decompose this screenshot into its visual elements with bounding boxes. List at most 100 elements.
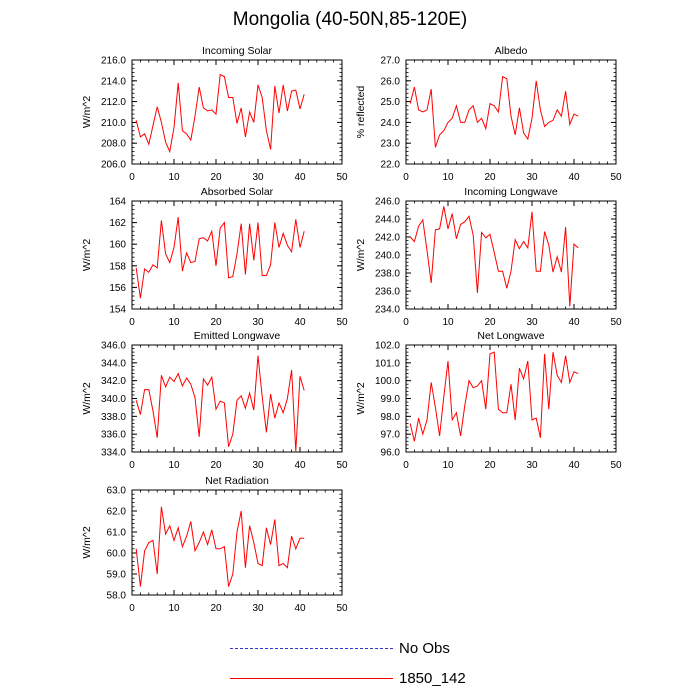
x-tick-label: 0 [129,603,135,614]
legend-swatch-1850-142 [230,678,393,679]
x-tick-label: 40 [294,172,306,183]
panel-incoming-longwave: 0 10 20 30 40 50 234.0 236.0 238.0 240.0 242.0 244.… [355,186,622,328]
y-tick-label: 156 [109,283,126,294]
y-tick-label: 58.0 [107,591,127,602]
panel-frame [405,59,617,165]
y-tick-label: 100.0 [375,376,400,387]
x-tick-label: 10 [168,603,180,614]
panel-title: Incoming Solar [202,45,273,57]
y-tick-label: 246.0 [375,197,400,208]
y-axis-label: W/m^2 [81,382,93,415]
series-line-1850-142 [135,506,305,587]
y-tick-label: 214.0 [101,76,126,87]
y-tick-label: 22.0 [381,160,401,171]
x-tick-label: 20 [484,460,496,471]
x-tick-label: 50 [610,317,622,328]
x-tick-label: 40 [568,460,580,471]
y-axis-label: W/m^2 [81,96,93,129]
y-tick-label: 238.0 [375,269,400,280]
x-tick-label: 40 [568,317,580,328]
y-tick-label: 236.0 [375,287,400,298]
y-tick-label: 344.0 [101,358,126,369]
y-axis-label: W/m^2 [355,382,367,415]
x-tick-label: 30 [252,460,264,471]
y-tick-label: 234.0 [375,305,400,316]
panel-title: Incoming Longwave [464,186,558,198]
panel-title: Absorbed Solar [201,186,274,198]
y-tick-label: 210.0 [101,118,126,129]
x-tick-label: 50 [610,172,622,183]
x-tick-label: 30 [526,460,538,471]
y-tick-label: 336.0 [101,430,126,441]
x-tick-label: 30 [526,317,538,328]
x-tick-label: 30 [252,603,264,614]
y-axis-label: W/m^2 [355,239,367,272]
x-tick-label: 10 [168,172,180,183]
panel-emitted-longwave: 0 10 20 30 40 50 334.0 336.0 338.0 340.0 342.0 344.… [81,330,348,471]
x-tick-label: 40 [568,172,580,183]
y-tick-label: 164 [109,197,126,208]
x-tick-label: 0 [403,317,409,328]
y-tick-label: 160 [109,240,126,251]
x-tick-label: 50 [610,460,622,471]
x-tick-label: 50 [336,172,348,183]
panel-incoming-solar: 0 10 20 30 40 50 206.0 208.0 210.0 212.0 214.0 216.… [81,45,348,183]
x-tick-label: 20 [484,317,496,328]
x-tick-label: 10 [168,460,180,471]
y-tick-label: 99.0 [381,394,401,405]
y-tick-label: 242.0 [375,233,400,244]
panel-net-radiation: 0 10 20 30 40 50 58.0 59.0 60.0 61.0 62.0 63.0 Net R… [81,475,348,614]
x-tick-label: 0 [403,172,409,183]
legend-item-no-obs: No Obs [230,637,530,661]
y-tick-label: 338.0 [101,412,126,423]
panel-title: Net Radiation [205,475,269,487]
panel-albedo: 0 10 20 30 40 50 22.0 23.0 24.0 25.0 26.0 27.0 Albed… [355,45,622,183]
series-line-1850-142 [135,355,305,452]
y-tick-label: 24.0 [381,118,401,129]
y-tick-label: 334.0 [101,448,126,459]
x-tick-label: 10 [442,172,454,183]
y-tick-label: 60.0 [107,549,127,560]
panel-net-longwave: 0 10 20 30 40 50 96.0 97.0 98.0 99.0 100.0 101.0 102… [355,330,622,471]
y-tick-label: 63.0 [107,486,127,497]
y-tick-label: 162 [109,218,126,229]
y-tick-label: 154 [109,305,126,316]
y-tick-label: 212.0 [101,97,126,108]
y-tick-label: 206.0 [101,160,126,171]
series-line-1850-142 [135,217,305,299]
panel-frame [405,200,617,310]
x-tick-label: 50 [336,460,348,471]
panel-frame [131,59,343,165]
y-axis-label: W/m^2 [81,239,93,272]
y-tick-label: 26.0 [381,76,401,87]
x-tick-label: 40 [294,603,306,614]
y-tick-label: 97.0 [381,430,401,441]
x-tick-label: 20 [210,172,222,183]
panel-title: Emitted Longwave [194,330,281,342]
x-tick-label: 0 [129,317,135,328]
panel-title: Albedo [495,45,528,57]
series-line-1850-142 [135,73,305,154]
x-tick-label: 30 [252,317,264,328]
x-tick-label: 20 [210,317,222,328]
y-tick-label: 96.0 [381,448,401,459]
x-tick-label: 40 [294,460,306,471]
x-tick-label: 40 [294,317,306,328]
legend-label-no-obs: No Obs [399,640,450,657]
x-tick-label: 10 [168,317,180,328]
x-tick-label: 30 [252,172,264,183]
x-tick-label: 30 [526,172,538,183]
legend-swatch-no-obs [230,648,393,649]
x-tick-label: 20 [210,460,222,471]
panel-frame [405,344,617,453]
y-tick-label: 244.0 [375,215,400,226]
legend-item-1850-142: 1850_142 [230,667,530,691]
y-tick-label: 342.0 [101,376,126,387]
x-tick-label: 10 [442,317,454,328]
y-tick-label: 27.0 [381,56,401,67]
x-tick-label: 50 [336,317,348,328]
panel-frame [131,489,343,596]
y-tick-label: 59.0 [107,570,127,581]
y-tick-label: 240.0 [375,251,400,262]
